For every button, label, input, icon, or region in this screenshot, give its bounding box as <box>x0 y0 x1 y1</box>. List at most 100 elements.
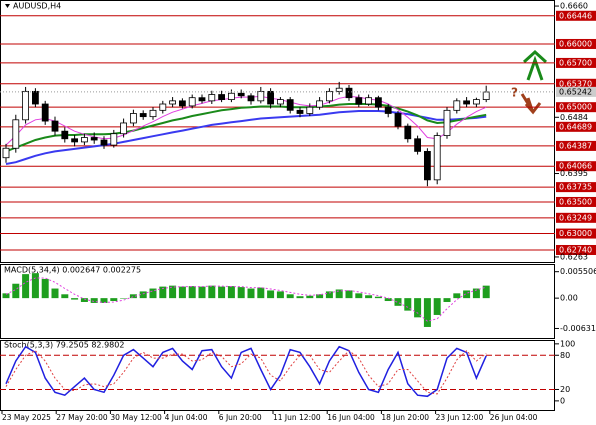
question-mark: ? <box>511 86 518 100</box>
up-arrow-head <box>522 49 548 64</box>
macd-bar <box>41 278 49 299</box>
candle-body <box>286 99 294 111</box>
candle-body <box>335 87 343 92</box>
macd-bar <box>463 290 471 299</box>
y-tick-label: 0.6395 <box>560 169 588 178</box>
candle-body <box>90 137 98 141</box>
level-label: 0.64066 <box>559 162 592 171</box>
moving-average <box>5 110 487 165</box>
candle-body <box>178 100 186 107</box>
y-tick-label: 0.6660 <box>560 2 588 11</box>
macd-bar <box>120 298 128 299</box>
candle-body <box>325 90 333 102</box>
candle-body <box>12 119 20 149</box>
macd-bar <box>149 288 157 299</box>
macd-bar <box>237 287 245 299</box>
macd-bar <box>208 285 216 299</box>
candle-body <box>61 130 69 140</box>
macd-bar <box>71 298 79 300</box>
menu-triangle <box>5 4 10 8</box>
macd-bar <box>365 295 373 299</box>
level-label: 0.66446 <box>559 11 592 20</box>
candle-body <box>188 97 196 107</box>
candle-body <box>433 135 441 181</box>
candle-body <box>296 109 304 114</box>
y-tick-label: 80 <box>560 351 570 360</box>
level-label: 0.65000 <box>559 103 592 112</box>
macd-bar <box>129 294 137 299</box>
macd-bar <box>110 298 118 302</box>
level-label-box <box>556 78 596 89</box>
candle-body <box>384 106 392 114</box>
macd-bar <box>90 298 98 303</box>
macd-bar <box>267 290 275 299</box>
level-label-box <box>556 10 596 21</box>
macd-bar <box>227 286 235 299</box>
candle-body <box>32 90 39 105</box>
candle-body <box>22 90 30 121</box>
level-label: 0.63500 <box>559 197 592 206</box>
candle-body <box>394 113 402 127</box>
level-label-box <box>556 102 596 113</box>
x-tick-label: 4 Jun 04:00 <box>165 413 208 422</box>
y-tick-label: 0.005506 <box>560 267 596 276</box>
macd-bar <box>31 273 39 299</box>
macd-bar <box>316 294 324 299</box>
macd-bar <box>453 293 461 299</box>
stoch-title: Stoch(5,3,3) 79.2505 82.9802 <box>4 341 124 350</box>
x-tick-label: 16 Jun 04:00 <box>327 413 375 422</box>
candle-body <box>100 139 108 146</box>
stoch-panel <box>0 340 555 411</box>
level-label-box <box>556 38 596 49</box>
macd-bar <box>394 298 402 306</box>
macd-bar <box>325 291 333 299</box>
macd-bar <box>178 286 186 299</box>
candle-body <box>306 106 314 114</box>
candle-body <box>443 109 451 137</box>
candle-body <box>355 97 363 105</box>
current-price-label: 0.65242 <box>559 87 592 96</box>
level-label-box <box>556 244 596 255</box>
macd-bar <box>51 288 59 299</box>
y-tick-label: 0.00 <box>560 294 578 303</box>
level-label: 0.66000 <box>559 39 592 48</box>
x-tick-label: 30 May 12:00 <box>110 413 162 422</box>
x-tick-label: 23 Jun 12:00 <box>436 413 484 422</box>
candle-body <box>71 138 78 143</box>
moving-average <box>5 95 487 146</box>
candle-body <box>51 120 59 132</box>
candle-body <box>169 100 177 105</box>
price-panel <box>0 0 555 263</box>
macd-bar <box>188 286 196 299</box>
candle-body <box>218 94 226 100</box>
level-label: 0.63735 <box>559 183 592 192</box>
macd-bar <box>482 285 490 299</box>
y-tick-label: -0.006315 <box>560 324 596 333</box>
up-arrow <box>526 55 544 81</box>
macd-bar <box>423 298 431 327</box>
x-tick-label: 23 May 2025 <box>2 413 51 422</box>
candle-body <box>374 97 382 108</box>
macd-bar <box>169 285 177 299</box>
candle-body <box>227 92 235 100</box>
macd-panel <box>0 264 555 339</box>
candle-body <box>463 100 471 105</box>
level-label: 0.63249 <box>559 213 592 222</box>
macd-bar <box>433 298 441 315</box>
y-tick-label: 100 <box>560 339 575 348</box>
candle-body <box>208 94 216 102</box>
macd-bar <box>12 283 20 299</box>
candle-body <box>81 137 88 143</box>
y-tick-label: 0.6484 <box>560 113 588 122</box>
x-tick-label: 26 Jun 04:00 <box>490 413 538 422</box>
candle-body <box>345 87 353 99</box>
candle-body <box>110 133 118 146</box>
macd-bar <box>345 290 353 299</box>
macd-bar <box>159 286 167 299</box>
macd-bar <box>22 274 30 299</box>
y-tick-label: 0.6263 <box>560 252 588 261</box>
candle-body <box>159 103 167 111</box>
macd-bar <box>198 286 206 299</box>
level-label-box <box>556 57 596 68</box>
